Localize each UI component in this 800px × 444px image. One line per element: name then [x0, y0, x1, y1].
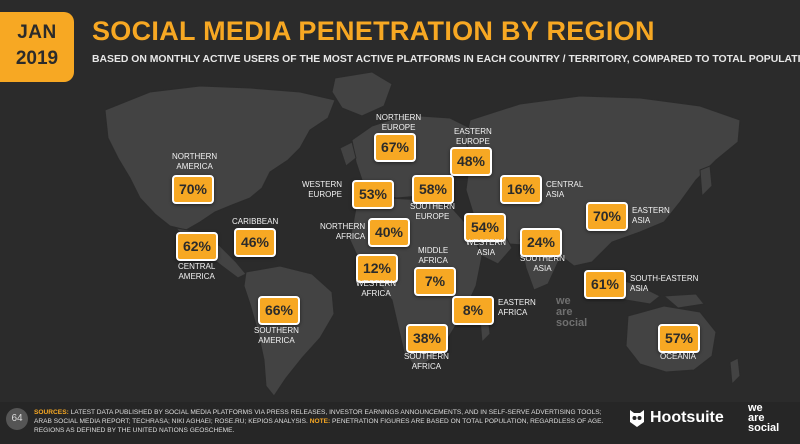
region-label-southern-asia: SOUTHERN ASIA — [520, 254, 565, 273]
region-label-central-america: CENTRAL AMERICA — [178, 262, 216, 281]
page-number: 64 — [6, 408, 28, 430]
region-value-southern-asia: 24% — [520, 228, 562, 257]
was-line: social — [748, 422, 780, 434]
date-year: 2019 — [15, 48, 59, 69]
region-label-southern-africa: SOUTHERN AFRICA — [404, 352, 449, 371]
region-label-southern-europe: SOUTHERN EUROPE — [410, 202, 455, 221]
region-value-northern-europe: 67% — [374, 133, 416, 162]
was-line: we — [748, 402, 763, 414]
region-label-central-asia: CENTRAL ASIA — [546, 180, 584, 199]
date-badge: JAN 2019 — [0, 12, 74, 82]
we-are-social-logo: we are social — [748, 402, 780, 434]
asia-landmass — [465, 95, 741, 267]
watermark-line: are — [556, 306, 573, 318]
region-value-oceania: 57% — [658, 324, 700, 353]
japan-landmass — [699, 165, 713, 198]
region-label-south-eastern-asia: SOUTH-EASTERN ASIA — [630, 274, 699, 293]
watermark-line: we — [556, 295, 571, 307]
region-value-south-eastern-asia: 61% — [584, 270, 626, 299]
north-america-landmass — [104, 85, 336, 231]
region-label-eastern-africa: EASTERN AFRICA — [498, 298, 536, 317]
region-value-caribbean: 46% — [234, 228, 276, 257]
region-label-eastern-europe: EASTERN EUROPE — [454, 127, 492, 146]
region-label-oceania: OCEANIA — [660, 352, 697, 361]
region-label-western-africa: WESTERN AFRICA — [356, 279, 396, 298]
page-subtitle: BASED ON MONTHLY ACTIVE USERS OF THE MOS… — [92, 54, 800, 65]
region-value-western-africa: 12% — [356, 254, 398, 283]
region-label-eastern-asia: EASTERN ASIA — [632, 206, 670, 225]
region-label-northern-europe: NORTHERN EUROPE — [376, 113, 422, 132]
region-label-western-asia: WESTERN ASIA — [466, 238, 506, 257]
region-label-caribbean: CARIBBEAN — [232, 217, 279, 226]
region-value-southern-america: 66% — [258, 296, 300, 325]
date-month: JAN — [17, 22, 57, 43]
hootsuite-wordmark: Hootsuite — [650, 409, 724, 426]
sources-label: SOURCES: — [34, 409, 69, 416]
region-value-southern-europe: 58% — [412, 175, 454, 204]
region-value-central-asia: 16% — [500, 175, 542, 204]
region-value-eastern-europe: 48% — [450, 147, 492, 176]
new-guinea — [662, 293, 705, 309]
region-value-middle-africa: 7% — [414, 267, 456, 296]
region-label-middle-africa: MIDDLE AFRICA — [418, 246, 449, 265]
region-label-northern-africa: NORTHERN AFRICA — [320, 222, 366, 241]
sources-text: LATEST DATA PUBLISHED BY SOCIAL MEDIA PL… — [34, 409, 602, 425]
sources-note: SOURCES: LATEST DATA PUBLISHED BY SOCIAL… — [34, 408, 614, 435]
region-value-central-america: 62% — [176, 232, 218, 261]
british-isles — [339, 141, 357, 167]
region-value-western-europe: 53% — [352, 180, 394, 209]
new-zealand — [729, 357, 741, 386]
hootsuite-logo: Hootsuite — [628, 404, 724, 432]
page-title: SOCIAL MEDIA PENETRATION BY REGION — [92, 16, 655, 46]
region-value-eastern-africa: 8% — [452, 296, 494, 325]
region-label-northern-america: NORTHERN AMERICA — [172, 152, 218, 171]
watermark: we are social — [556, 296, 587, 329]
footer-bar — [0, 402, 800, 444]
watermark-line: social — [556, 317, 588, 329]
region-value-eastern-asia: 70% — [586, 202, 628, 231]
region-value-northern-america: 70% — [172, 175, 214, 204]
region-label-western-europe: WESTERN EUROPE — [302, 180, 342, 199]
note-text: PENETRATION FIGURES ARE BASED ON TOTAL P… — [34, 418, 604, 434]
was-line: are — [748, 412, 765, 424]
region-label-southern-america: SOUTHERN AMERICA — [254, 326, 299, 345]
region-value-western-asia: 54% — [464, 213, 506, 242]
region-value-northern-africa: 40% — [368, 218, 410, 247]
owl-icon — [630, 410, 644, 427]
region-value-southern-africa: 38% — [406, 324, 448, 353]
greenland-landmass — [331, 71, 393, 117]
note-label: NOTE: — [309, 418, 331, 425]
